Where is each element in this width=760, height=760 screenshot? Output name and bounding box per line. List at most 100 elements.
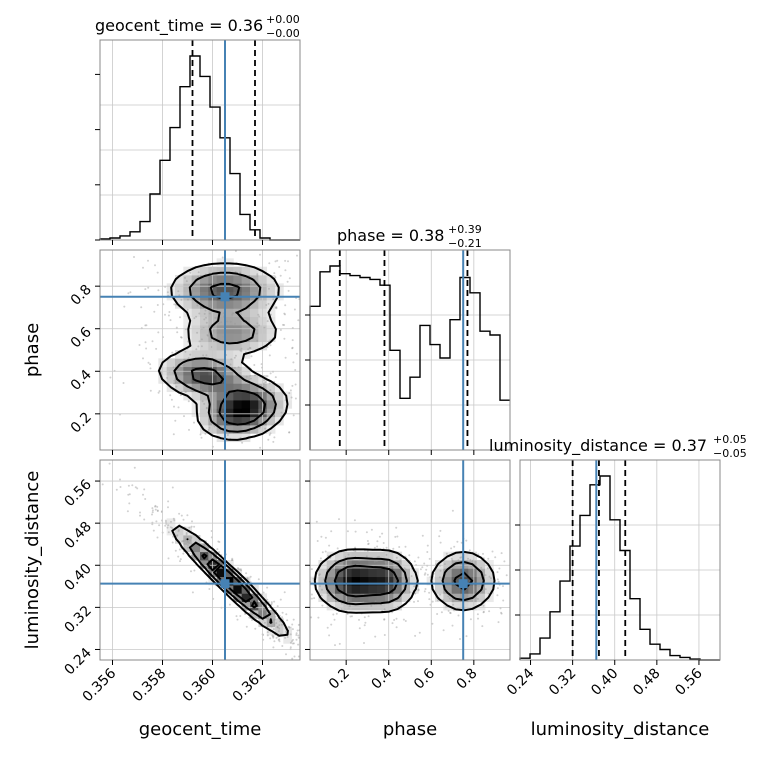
sample-point	[404, 568, 407, 571]
sample-point	[370, 528, 373, 531]
sample-point	[275, 636, 278, 639]
heat-cell	[216, 350, 226, 359]
sample-point	[381, 532, 384, 535]
sample-point	[156, 304, 159, 306]
sample-point	[246, 577, 249, 580]
sample-point	[200, 338, 203, 341]
sample-point	[376, 545, 379, 548]
truth-markers	[100, 40, 598, 660]
sample-point	[374, 635, 377, 638]
sample-point	[340, 608, 343, 611]
sample-point	[189, 271, 192, 274]
sample-point	[218, 541, 221, 543]
sample-point	[213, 394, 216, 397]
sample-point	[258, 324, 261, 327]
sample-point	[127, 484, 130, 487]
heat-cell	[233, 333, 243, 343]
sample-point	[207, 546, 210, 549]
sample-point	[247, 348, 250, 351]
sample-point	[167, 314, 170, 317]
sample-point	[414, 592, 417, 595]
heat-cell	[250, 341, 259, 351]
heat-cell	[393, 568, 403, 578]
sample-point	[502, 599, 505, 602]
sample-point	[174, 382, 177, 384]
sample-point	[291, 347, 294, 350]
sample-point	[295, 634, 298, 636]
x-tick-label: 0.48	[630, 666, 663, 699]
sample-point	[279, 274, 282, 277]
sample-point	[241, 441, 244, 444]
sample-point	[171, 541, 174, 544]
heat-cell	[225, 341, 234, 351]
heat-cell	[191, 341, 201, 351]
heat-cell	[200, 308, 209, 318]
heat-cell	[360, 585, 369, 594]
sample-point	[496, 594, 499, 597]
heat-cell	[250, 266, 259, 276]
sample-point	[183, 415, 185, 418]
sample-point	[394, 535, 397, 538]
sample-point	[321, 551, 324, 554]
sample-point	[147, 286, 150, 289]
sample-point	[294, 383, 297, 386]
heat-cell	[233, 350, 243, 359]
sample-point	[209, 306, 212, 309]
sample-point	[480, 566, 483, 569]
heat-cell	[191, 300, 201, 309]
sample-point	[451, 624, 454, 627]
sample-point	[367, 542, 370, 545]
sample-point	[127, 292, 130, 295]
sample-point	[488, 610, 491, 613]
sample-point	[465, 539, 468, 542]
heat-cell	[360, 568, 369, 578]
sample-point	[292, 618, 295, 621]
heat-cell	[326, 593, 336, 603]
heat-cell	[225, 383, 234, 393]
sample-point	[151, 507, 154, 510]
sample-point	[167, 500, 170, 503]
heat-cell	[435, 593, 444, 603]
sample-point	[484, 574, 487, 577]
sample-point	[190, 554, 193, 557]
sample-point	[383, 618, 386, 621]
sample-point	[276, 605, 279, 608]
sample-point	[310, 568, 313, 571]
sample-point	[206, 389, 209, 392]
sample-point	[249, 575, 252, 578]
sample-point	[186, 541, 189, 544]
sample-point	[270, 601, 273, 604]
sample-point	[185, 532, 188, 534]
sample-point	[459, 638, 461, 640]
y-tick-label: 0.24	[61, 645, 94, 678]
sample-point	[284, 259, 287, 262]
sample-point	[271, 635, 274, 638]
sample-point	[439, 541, 442, 544]
heat-cell	[250, 275, 259, 284]
heat-cell	[225, 416, 234, 426]
sample-point	[208, 312, 211, 315]
heat-cell	[401, 560, 411, 569]
sample-point	[257, 578, 260, 581]
sample-point	[195, 348, 198, 351]
heat-cell	[343, 551, 353, 561]
sample-point	[253, 364, 256, 366]
heat-cell	[435, 560, 444, 569]
heat-cell	[435, 585, 444, 594]
sample-point	[318, 573, 321, 576]
sample-point	[385, 546, 388, 549]
heat-cell	[250, 601, 259, 611]
heat-cell	[233, 375, 243, 384]
x-tick-label: 0.356	[80, 665, 120, 705]
sample-point	[279, 329, 282, 331]
heat-cell	[385, 551, 394, 561]
heat-cell	[468, 568, 478, 578]
sample-point	[203, 402, 206, 405]
sample-point	[190, 389, 193, 392]
sample-point	[364, 621, 367, 624]
sample-point	[272, 298, 275, 301]
panel-frame	[99, 459, 301, 661]
heat-cell	[385, 568, 394, 578]
heat-cell	[360, 551, 369, 561]
sample-point	[278, 266, 281, 268]
